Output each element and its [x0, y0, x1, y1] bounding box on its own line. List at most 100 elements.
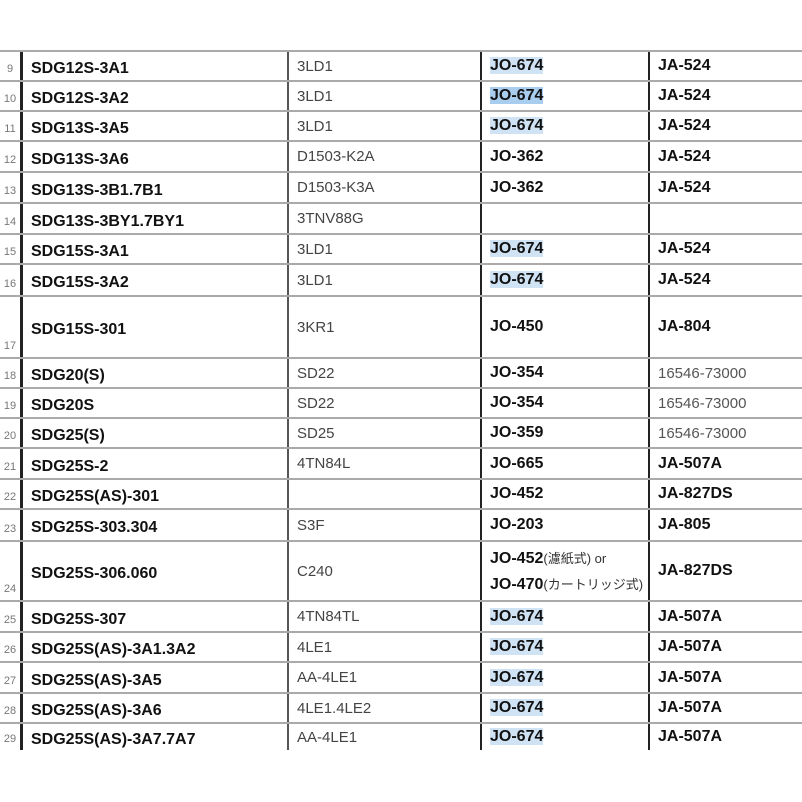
air-filter-cell: JA-524	[648, 52, 802, 80]
oil-filter-cell: JO-362	[480, 173, 648, 202]
table-row: 13 SDG13S-3B1.7B1 D1503-K3A JO-362 JA-52…	[0, 171, 802, 202]
table-row: 10 SDG12S-3A2 3LD1 JO-674 JA-524	[0, 80, 802, 110]
table-row: 9 SDG12S-3A1 3LD1 JO-674 JA-524	[0, 50, 802, 80]
air-filter-cell: JA-827DS	[648, 542, 802, 600]
model-cell: SDG13S-3BY1.7BY1	[20, 204, 287, 233]
air-filter-cell: 16546-73000	[648, 419, 802, 447]
model-cell: SDG12S-3A1	[20, 52, 287, 80]
oil-filter-cell: JO-452	[480, 480, 648, 508]
engine-cell: D1503-K3A	[287, 173, 480, 202]
row-number: 16	[3, 278, 17, 290]
oil-filter: JO-362	[490, 178, 544, 196]
air-filter-cell: JA-507A	[648, 633, 802, 661]
oil-filter-cell: JO-674	[480, 724, 648, 750]
model: SDG25S(AS)-301	[31, 488, 160, 505]
air-filter-cell: 16546-73000	[648, 389, 802, 417]
oil-filter: JO-674	[490, 271, 544, 288]
air-filter-cell: 16546-73000	[648, 359, 802, 387]
engine-cell: AA-4LE1	[287, 724, 480, 750]
model-cell: SDG25(S)	[20, 419, 287, 447]
engine: SD25	[297, 424, 335, 442]
air-filter-cell: JA-507A	[648, 449, 802, 478]
oil-filter-cell: JO-203	[480, 510, 648, 540]
model: SDG25S-2	[31, 457, 109, 475]
air-filter: JA-507A	[658, 454, 723, 472]
model-cell: SDG20S	[20, 389, 287, 417]
engine-cell: D1503-K2A	[287, 142, 480, 171]
oil-filter: JO-452	[490, 485, 544, 502]
air-filter: JA-524	[658, 240, 711, 257]
table-row: 15 SDG15S-3A1 3LD1 JO-674 JA-524	[0, 233, 802, 263]
engine: 3LD1	[297, 57, 333, 75]
row-number: 20	[3, 430, 17, 442]
air-filter: JA-827DS	[658, 562, 733, 579]
table-row: 18 SDG20(S) SD22 JO-354 16546-73000	[0, 357, 802, 387]
air-filter-cell: JA-524	[648, 265, 802, 295]
air-filter: JA-507A	[658, 668, 723, 686]
engine: 3KR1	[297, 318, 335, 336]
air-filter: JA-524	[658, 178, 711, 196]
oil-filter-cell: JO-354	[480, 389, 648, 417]
model: SDG25S-306.060	[31, 565, 158, 582]
oil-filter: JO-674	[490, 638, 544, 655]
oil-filter-cell: JO-674	[480, 602, 648, 631]
engine: 3LD1	[297, 117, 333, 135]
row-number: 9	[6, 63, 14, 75]
model: SDG12S-3A2	[31, 90, 129, 107]
table-row: 25 SDG25S-307 4TN84TL JO-674 JA-507A	[0, 600, 802, 631]
row-number: 26	[3, 644, 17, 656]
air-filter-cell	[648, 204, 802, 233]
engine-cell: AA-4LE1	[287, 663, 480, 692]
model: SDG25S(AS)-3A1.3A2	[31, 641, 196, 658]
air-filter-cell: JA-524	[648, 142, 802, 171]
row-number: 19	[3, 400, 17, 412]
oil-filter: JO-450	[490, 318, 544, 335]
row-number: 27	[3, 675, 17, 687]
model: SDG25S-307	[31, 610, 127, 628]
engine: 4LE1	[297, 638, 333, 656]
row-number: 24	[3, 583, 17, 595]
oil-filter-cell: JO-674	[480, 52, 648, 80]
engine: AA-4LE1	[297, 669, 358, 686]
model: SDG25(S)	[31, 427, 105, 444]
engine-cell: 4TN84TL	[287, 602, 480, 631]
engine: 3LD1	[297, 87, 333, 105]
oil-filter-cell: JO-674	[480, 82, 648, 110]
oil-filter: JO-452	[490, 550, 544, 567]
engine-cell: SD22	[287, 359, 480, 387]
air-filter-cell: JA-507A	[648, 602, 802, 631]
model-cell: SDG25S(AS)-3A5	[20, 663, 287, 692]
model: SDG13S-3B1.7B1	[31, 181, 163, 199]
model-cell: SDG25S(AS)-301	[20, 480, 287, 508]
air-filter: JA-804	[658, 318, 711, 335]
oil-filter-cell: JO-359	[480, 419, 648, 447]
oil-filter: JO-362	[490, 147, 544, 165]
model-cell: SDG25S-303.304	[20, 510, 287, 540]
engine-cell: 3LD1	[287, 265, 480, 295]
engine: D1503-K2A	[297, 148, 375, 165]
air-filter: JA-524	[658, 271, 711, 288]
oil-filter: JO-674	[490, 87, 544, 104]
air-filter: 16546-73000	[658, 394, 747, 412]
engine: SD22	[297, 364, 335, 382]
table-row: 14 SDG13S-3BY1.7BY1 3TNV88G	[0, 202, 802, 233]
model: SDG13S-3A5	[31, 120, 129, 137]
air-filter: JA-524	[658, 147, 711, 165]
engine-cell: S3F	[287, 510, 480, 540]
engine-cell: 3LD1	[287, 82, 480, 110]
air-filter: JA-827DS	[658, 485, 733, 502]
engine-cell: C240	[287, 542, 480, 600]
oil-filter: JO-674	[490, 117, 544, 134]
oil-filter-cell: JO-452(濾紙式) or JO-470(カートリッジ式)	[480, 542, 648, 600]
oil-filter-cell: JO-674	[480, 663, 648, 692]
engine-cell: SD22	[287, 389, 480, 417]
air-filter: 16546-73000	[658, 424, 747, 442]
engine: C240	[297, 562, 333, 580]
table-row: 20 SDG25(S) SD25 JO-359 16546-73000	[0, 417, 802, 447]
table-row: 17 SDG15S-301 3KR1 JO-450 JA-804	[0, 295, 802, 357]
table-row: 26 SDG25S(AS)-3A1.3A2 4LE1 JO-674 JA-507…	[0, 631, 802, 661]
oil-filter-cell: JO-674	[480, 112, 648, 140]
model-cell: SDG25S-307	[20, 602, 287, 631]
engine-cell: 3KR1	[287, 297, 480, 357]
engine-cell: 3LD1	[287, 235, 480, 263]
